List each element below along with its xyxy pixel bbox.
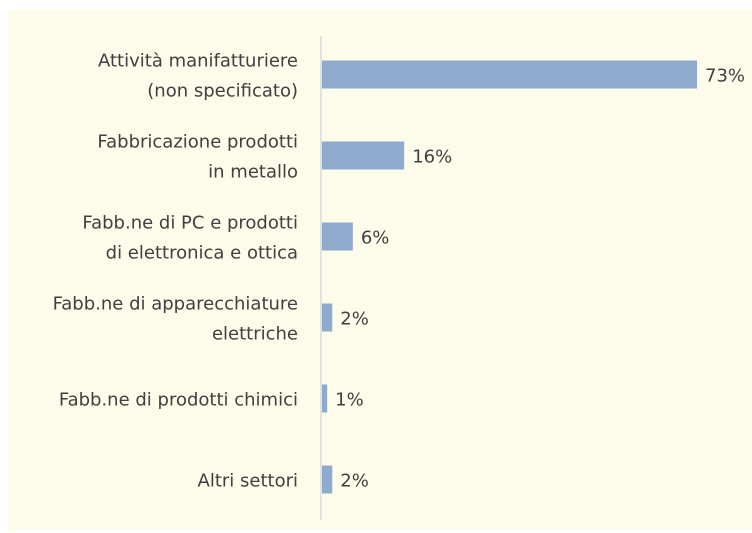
plot-background — [8, 10, 752, 530]
bar — [322, 384, 328, 413]
bar — [322, 303, 333, 332]
category-label: di elettronica e ottica — [106, 243, 298, 264]
value-label: 2% — [340, 471, 369, 492]
category-label: in metallo — [208, 162, 298, 183]
bar — [322, 60, 697, 89]
value-label: 2% — [340, 309, 369, 330]
category-label: Fabb.ne di PC e prodotti — [82, 213, 298, 234]
category-label: Fabb.ne di apparecchiature — [53, 294, 298, 315]
category-label: Fabb.ne di prodotti chimici — [59, 390, 298, 411]
value-label: 16% — [412, 147, 452, 168]
category-label: Fabbricazione prodotti — [97, 132, 298, 153]
bar — [322, 141, 405, 170]
value-label: 6% — [361, 228, 390, 249]
category-label: (non specificato) — [147, 81, 298, 102]
value-label: 73% — [705, 66, 745, 87]
category-label: elettriche — [212, 324, 298, 345]
bar — [322, 465, 333, 494]
value-label: 1% — [335, 390, 364, 411]
bar — [322, 222, 353, 251]
category-label: Attività manifatturiere — [98, 51, 298, 72]
category-label: Altri settori — [198, 471, 298, 492]
